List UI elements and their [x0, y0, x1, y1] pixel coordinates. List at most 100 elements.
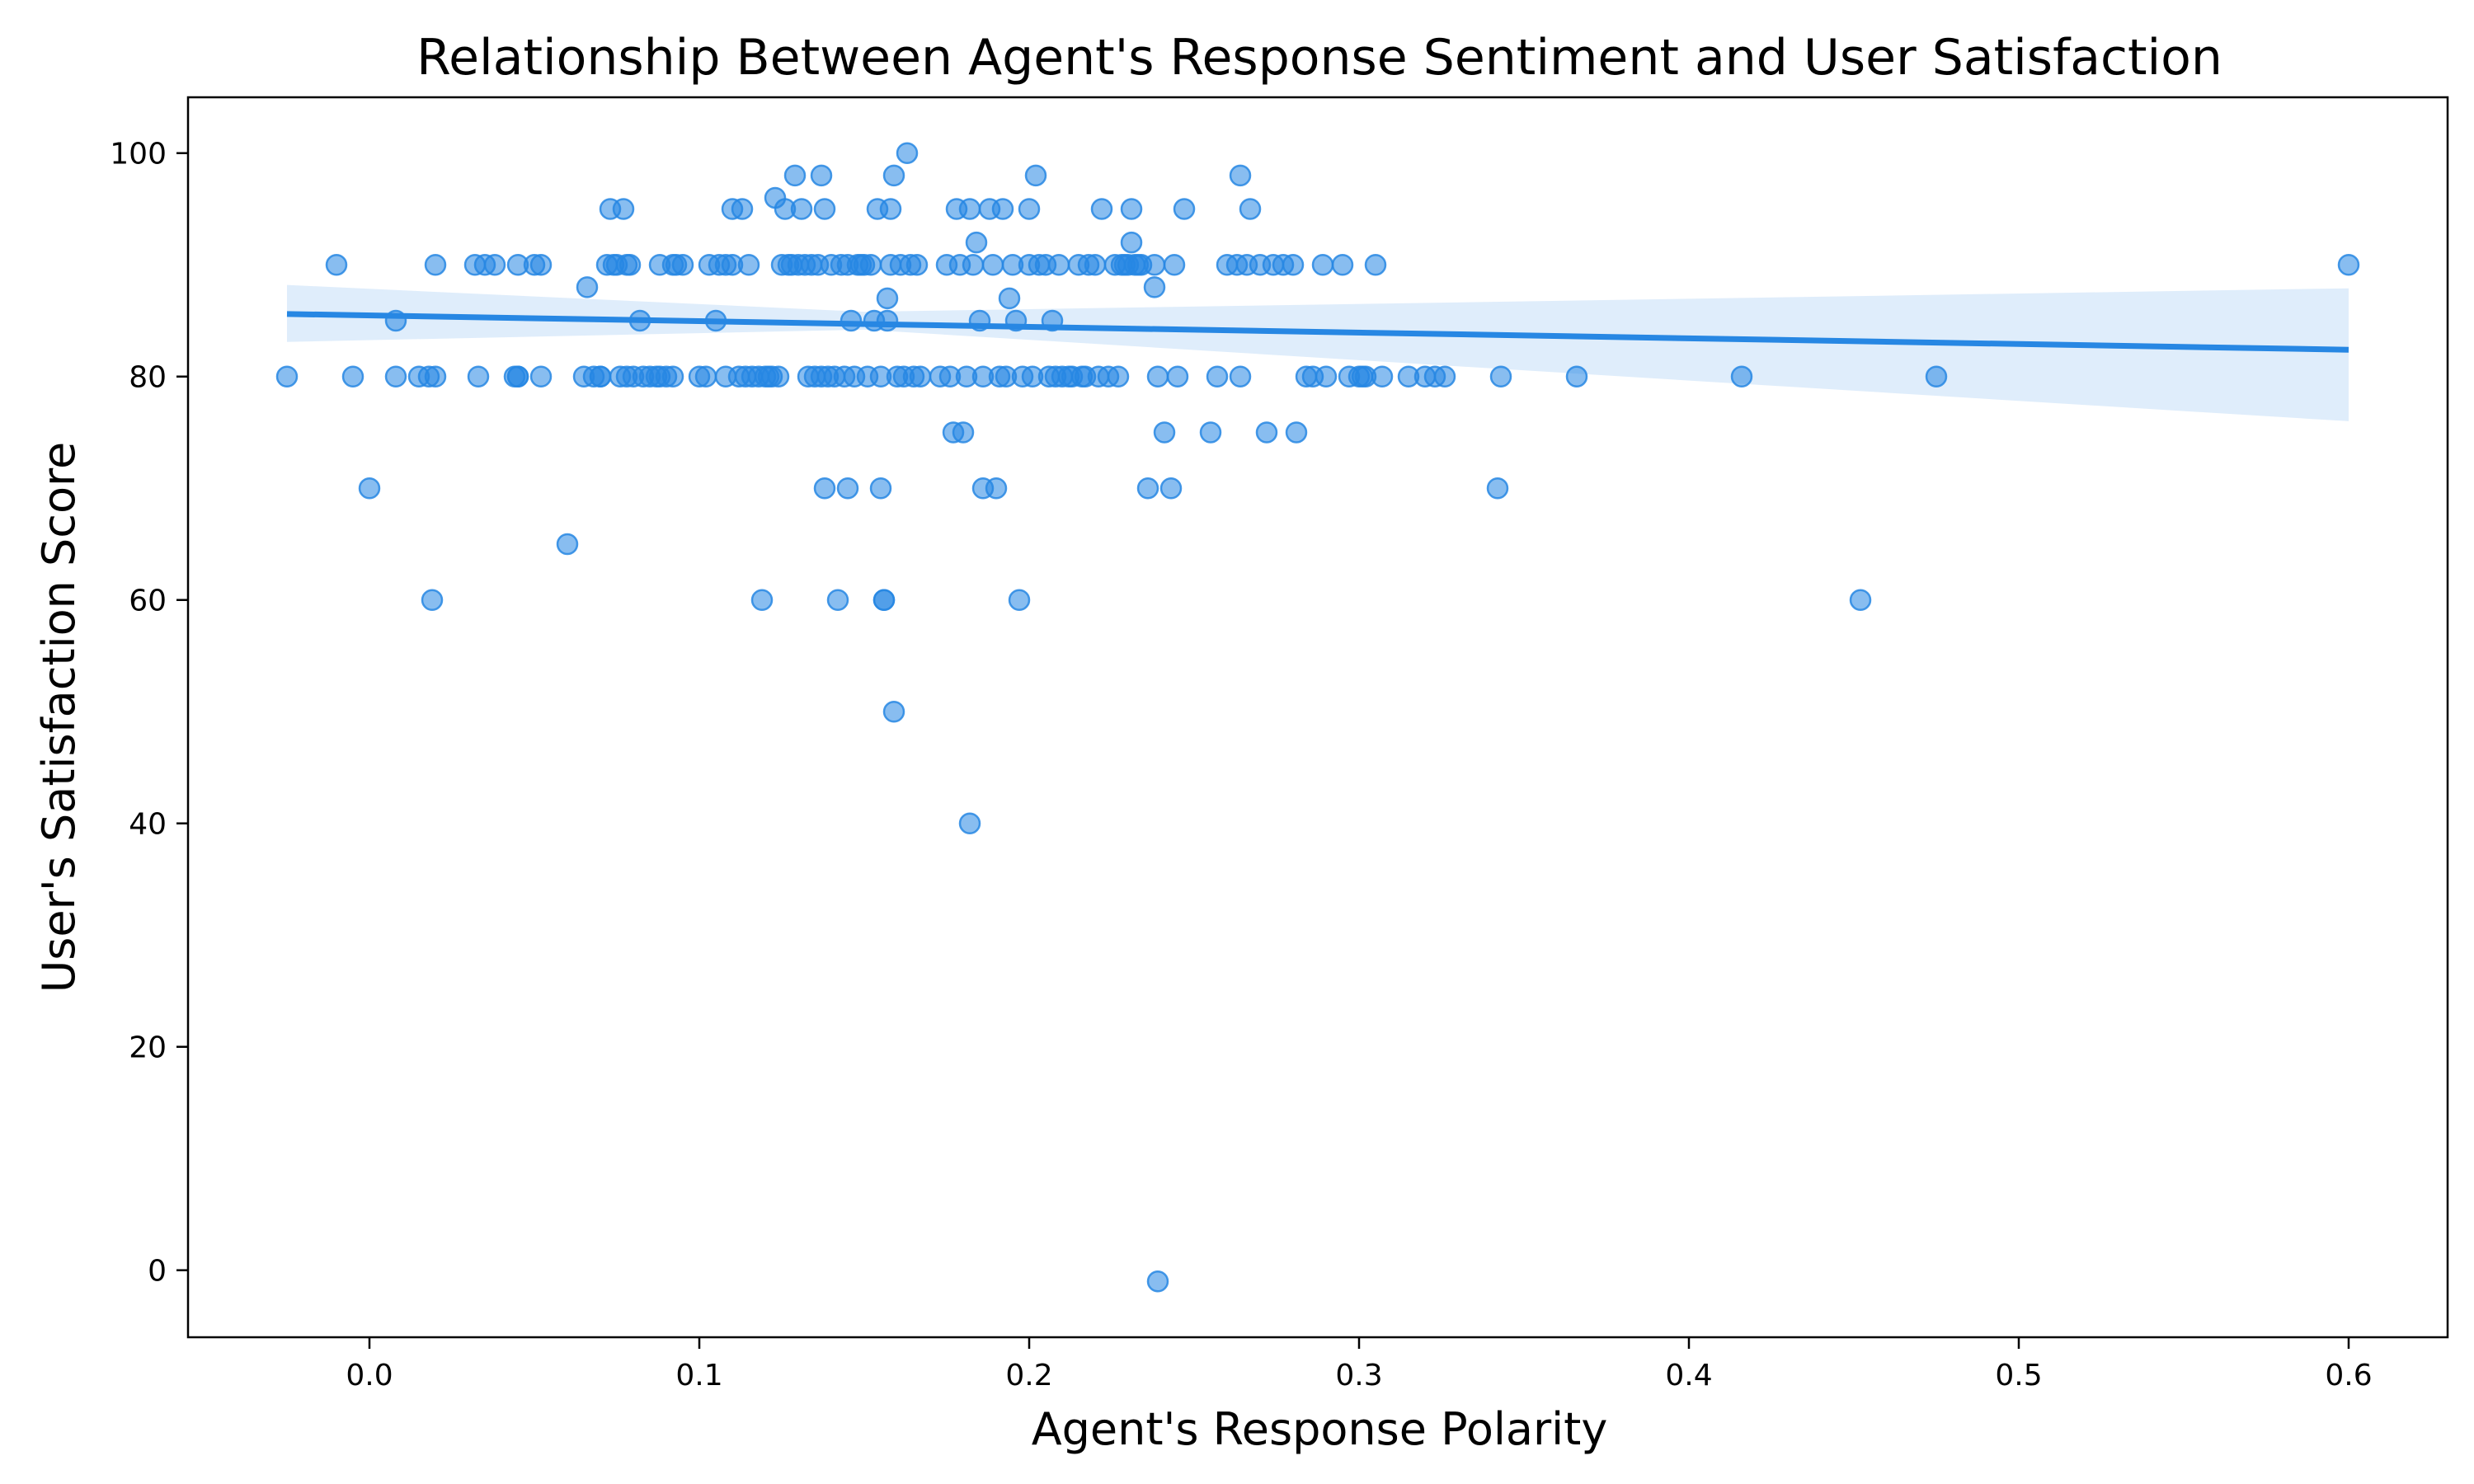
data-point [1433, 365, 1456, 387]
data-point [958, 198, 981, 220]
data-point [1285, 421, 1308, 444]
x-tick-label: 0.0 [346, 1359, 393, 1392]
axes-frame [186, 96, 2449, 1339]
data-point [783, 164, 807, 187]
data-point [731, 198, 754, 220]
y-tick-label: 40 [129, 808, 167, 842]
data-point [952, 421, 975, 444]
data-point [1146, 365, 1169, 387]
data-point [750, 589, 774, 611]
data-point [1008, 589, 1031, 611]
data-point [1120, 231, 1143, 254]
data-point [1565, 365, 1588, 387]
data-point [1166, 365, 1189, 387]
data-point [813, 198, 836, 220]
data-point [1489, 365, 1512, 387]
data-point [826, 589, 849, 611]
data-point [2337, 253, 2360, 276]
data-point [1146, 1270, 1169, 1293]
data-point [876, 309, 899, 332]
data-points [275, 142, 2360, 1293]
data-point [1206, 365, 1229, 387]
chart-title: Relationship Between Agent's Response Se… [416, 29, 2222, 87]
data-point [859, 253, 882, 276]
data-point [767, 365, 790, 387]
data-point [896, 142, 919, 164]
x-tick-label: 0.1 [675, 1359, 722, 1392]
data-point [325, 253, 348, 276]
data-point [1084, 253, 1107, 276]
data-point [813, 477, 836, 500]
data-point [421, 589, 444, 611]
data-point [962, 253, 985, 276]
data-point [1143, 253, 1166, 276]
data-point [529, 365, 553, 387]
data-point [506, 365, 529, 387]
data-point [661, 365, 684, 387]
regression-line [286, 311, 2349, 353]
x-tick-label: 0.4 [1665, 1359, 1712, 1392]
data-point [981, 253, 1004, 276]
data-point [869, 477, 892, 500]
data-point [737, 253, 760, 276]
data-point [790, 198, 813, 220]
data-point [275, 365, 299, 387]
x-tick-label: 0.3 [1335, 1359, 1382, 1392]
y-tick-label: 0 [148, 1255, 167, 1289]
y-tick-label: 20 [129, 1031, 167, 1065]
data-point [1090, 198, 1113, 220]
data-point [1315, 365, 1338, 387]
data-point [909, 365, 932, 387]
data-point [882, 700, 905, 723]
data-point [905, 253, 929, 276]
data-point [882, 164, 905, 187]
data-point [810, 164, 833, 187]
data-point [424, 253, 447, 276]
data-point [872, 589, 896, 611]
x-axis-ticks: 0.0 0.1 0.2 0.3 0.4 0.5 0.6 [346, 1337, 2373, 1392]
data-point [612, 198, 635, 220]
data-point [618, 253, 642, 276]
data-point [529, 253, 553, 276]
data-point [1229, 164, 1252, 187]
data-point [1730, 365, 1753, 387]
data-point [671, 253, 694, 276]
data-point [358, 477, 381, 500]
data-point [879, 198, 902, 220]
data-point [1107, 365, 1130, 387]
data-point [1282, 253, 1305, 276]
y-axis-ticks: 0 20 40 60 80 100 [110, 138, 188, 1289]
data-point [1239, 198, 1262, 220]
data-point [1364, 253, 1387, 276]
data-point [1143, 276, 1166, 298]
data-point [384, 365, 407, 387]
data-point [1199, 421, 1222, 444]
data-point [1229, 365, 1252, 387]
data-point [341, 365, 365, 387]
data-point [1136, 477, 1159, 500]
data-point [556, 533, 579, 556]
y-axis-label: User's Satisfaction Score [33, 442, 85, 993]
y-tick-label: 60 [129, 585, 167, 618]
data-point [1159, 477, 1183, 500]
data-point [424, 365, 447, 387]
x-axis-label: Agent's Response Polarity [1032, 1403, 1608, 1455]
x-tick-label: 0.2 [1005, 1359, 1052, 1392]
x-tick-label: 0.6 [2325, 1359, 2372, 1392]
data-point [958, 812, 981, 834]
data-point [1925, 365, 1948, 387]
data-point [1371, 365, 1394, 387]
x-tick-label: 0.5 [1995, 1359, 2042, 1392]
data-point [1024, 164, 1047, 187]
data-point [965, 231, 988, 254]
data-point [836, 477, 859, 500]
data-point [589, 365, 612, 387]
data-point [1331, 253, 1354, 276]
data-point [998, 287, 1021, 310]
y-tick-label: 80 [129, 361, 167, 395]
confidence-band [287, 284, 2349, 421]
y-tick-label: 100 [110, 138, 167, 171]
data-point [1311, 253, 1334, 276]
data-point [467, 365, 490, 387]
data-point [576, 276, 599, 298]
